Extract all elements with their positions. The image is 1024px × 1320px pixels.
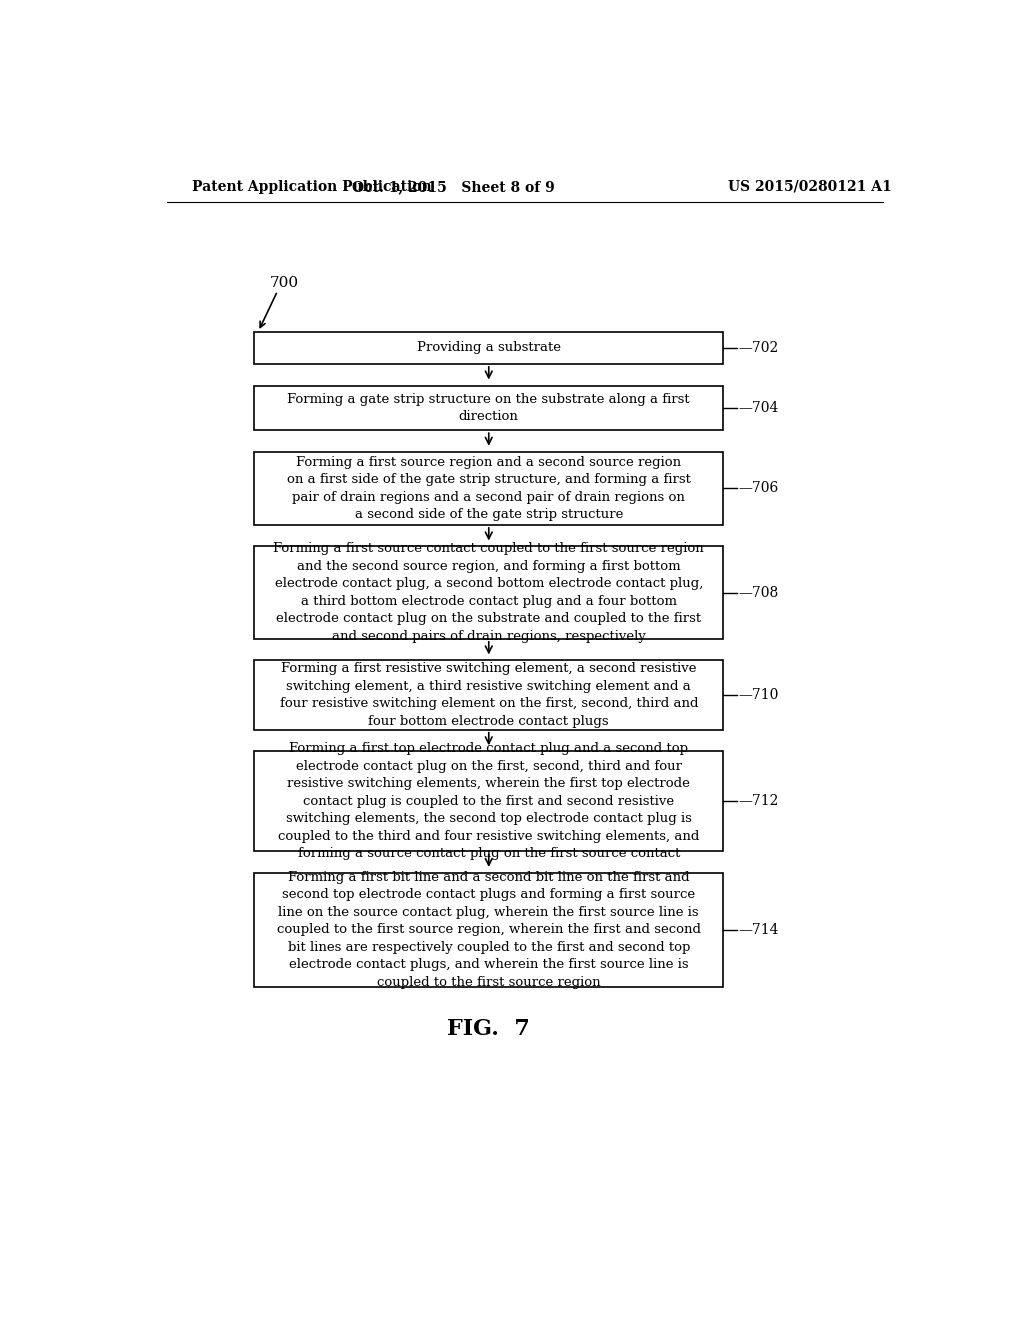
Text: —702: —702 (738, 341, 779, 355)
Text: Providing a substrate: Providing a substrate (417, 342, 561, 354)
Text: Forming a gate strip structure on the substrate along a first
direction: Forming a gate strip structure on the su… (288, 392, 690, 424)
Text: Forming a first source region and a second source region
on a first side of the : Forming a first source region and a seco… (287, 455, 691, 521)
Text: Forming a first source contact coupled to the first source region
and the second: Forming a first source contact coupled t… (273, 543, 705, 643)
Text: —708: —708 (738, 586, 779, 599)
Text: —704: —704 (738, 401, 779, 414)
Bar (254, 331, 723, 364)
Text: —706: —706 (738, 482, 779, 495)
Text: Forming a first resistive switching element, a second resistive
switching elemen: Forming a first resistive switching elem… (280, 663, 698, 727)
Text: —714: —714 (738, 923, 779, 937)
Text: Forming a first bit line and a second bit line on the first and
second top elect: Forming a first bit line and a second bi… (276, 871, 700, 989)
Text: US 2015/0280121 A1: US 2015/0280121 A1 (728, 180, 892, 194)
Text: Patent Application Publication: Patent Application Publication (193, 180, 432, 194)
Text: —710: —710 (738, 688, 779, 702)
Bar (254, 660, 723, 730)
Text: Oct. 1, 2015   Sheet 8 of 9: Oct. 1, 2015 Sheet 8 of 9 (352, 180, 555, 194)
Bar (254, 385, 723, 430)
Text: Forming a first top electrode contact plug and a second top
electrode contact pl: Forming a first top electrode contact pl… (279, 742, 699, 861)
Bar (254, 451, 723, 525)
Text: FIG.  7: FIG. 7 (447, 1018, 530, 1040)
Bar (254, 546, 723, 639)
Bar (254, 873, 723, 987)
Text: —712: —712 (738, 795, 779, 808)
Bar (254, 751, 723, 851)
Text: 700: 700 (270, 276, 299, 290)
